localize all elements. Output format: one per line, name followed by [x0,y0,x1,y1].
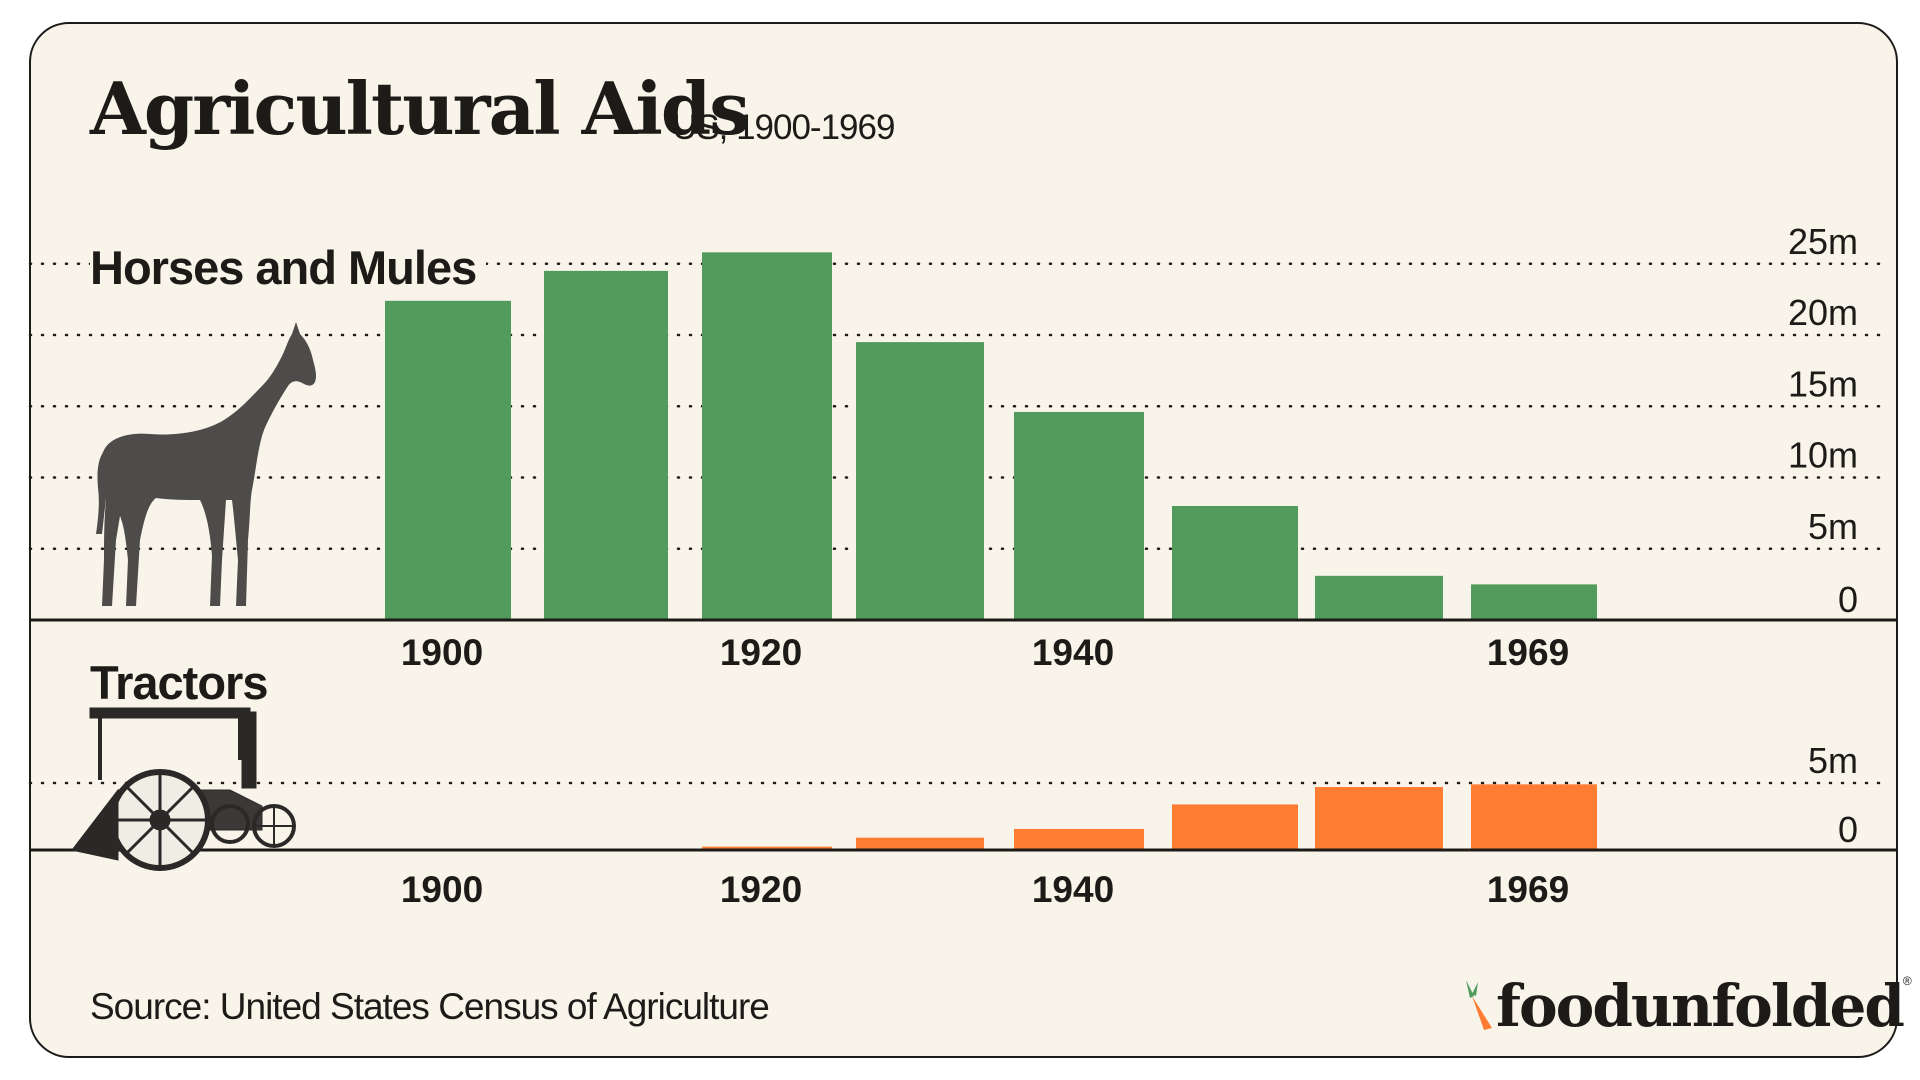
horses-x-tick-label: 1969 [1487,632,1569,673]
tractors-x-tick-label: 1940 [1032,869,1114,910]
tractors-x-tick-label: 1900 [401,869,483,910]
horses-section-title: Horses and Mules [90,240,487,295]
horses-y-tick-label: 5m [1808,506,1858,547]
brand-registered-mark: ® [1902,974,1912,988]
horses-y-tick-label: 15m [1788,363,1858,404]
tractors-bar-1969 [1471,784,1597,850]
chart-subtitle: US, 1900-1969 [672,108,895,147]
tractors-bar-1940 [1014,828,1144,850]
bars [385,252,1597,850]
tick-labels: 0 5m 10m 15m 20m 25m 1900 1920 1940 1969 0 5m 1900 19… [401,221,1858,910]
horses-bar-1900 [385,300,511,620]
horses-bar-1910 [544,270,668,620]
gridlines [28,262,1892,785]
horses-x-tick-label: 1900 [401,632,483,673]
horses-y-tick-label: 25m [1788,221,1858,262]
tractor-illustration [71,707,296,871]
brand-name: foodunfolded [1496,972,1905,1040]
tractors-bar-1930 [856,837,984,850]
horses-bar-1950 [1172,506,1298,620]
horses-bar-1959 [1315,575,1443,620]
horses-y-tick-label: 10m [1788,435,1858,476]
horses-bar-1930 [856,342,984,620]
chart-title: Agricultural Aids [90,66,750,151]
horses-bar-1969 [1471,584,1597,620]
tractors-bar-1959 [1315,787,1443,850]
tractors-section-title: Tractors [90,656,268,709]
tractors-bar-1950 [1172,804,1298,850]
tractors-x-tick-label: 1920 [720,869,802,910]
horses-y-tick-label: 0 [1838,579,1858,620]
horses-y-tick-label: 20m [1788,292,1858,333]
tractors-y-tick-label: 0 [1838,809,1858,850]
horses-x-tick-label: 1920 [720,632,802,673]
horses-bar-1920 [702,252,832,620]
carrot-icon [1466,980,1492,1030]
horse-illustration [96,322,316,606]
tractors-bar-1920 [702,846,832,850]
axes [30,618,1897,852]
tractors-y-tick-label: 5m [1808,740,1858,781]
source-note: Source: United States Census of Agricult… [90,986,770,1027]
horses-bar-1940 [1014,411,1144,620]
tractors-x-tick-label: 1969 [1487,869,1569,910]
horses-x-tick-label: 1940 [1032,632,1114,673]
brand-logo: foodunfolded ® [1460,966,1912,1046]
